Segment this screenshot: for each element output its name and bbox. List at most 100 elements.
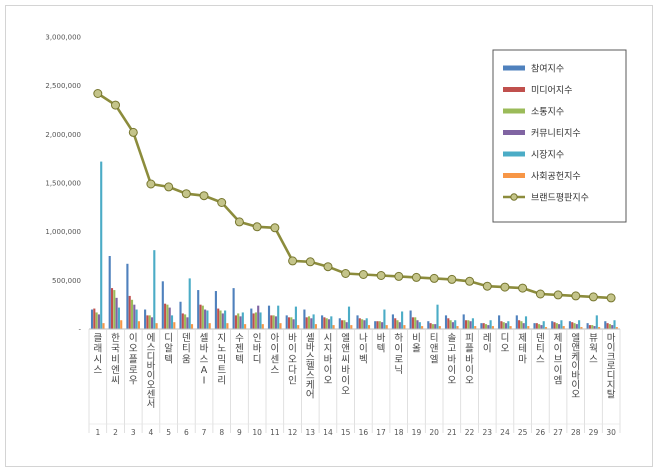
bar	[573, 323, 576, 329]
bar	[100, 161, 103, 329]
legend-box	[492, 49, 627, 223]
line-point	[376, 271, 386, 280]
legend-entry: 커뮤니티지수	[531, 128, 581, 139]
bar	[593, 326, 596, 329]
legend-entry: 미디어지수	[531, 85, 572, 96]
bar	[267, 305, 271, 329]
line-point	[252, 222, 262, 232]
bar	[150, 317, 154, 329]
bar	[385, 325, 388, 329]
bar	[606, 323, 609, 329]
bar	[292, 319, 295, 329]
bar	[133, 304, 136, 329]
bar	[491, 326, 494, 329]
bar	[474, 326, 477, 329]
bar	[199, 304, 202, 329]
bar	[447, 318, 450, 329]
bar	[427, 321, 430, 329]
bar	[580, 327, 583, 329]
bar	[277, 305, 280, 329]
bar	[383, 309, 386, 329]
legend-swatch	[503, 65, 525, 71]
bar	[144, 309, 147, 329]
bar	[434, 324, 437, 329]
bar	[345, 322, 348, 329]
bar	[221, 313, 224, 329]
line-point	[411, 272, 421, 282]
bar	[321, 315, 324, 329]
bar	[498, 315, 501, 329]
bar	[224, 310, 227, 329]
bar	[414, 317, 417, 329]
line-series	[93, 89, 616, 303]
bar	[595, 315, 598, 329]
bar	[520, 321, 523, 329]
bar	[365, 318, 368, 329]
bar	[358, 318, 361, 329]
bar	[381, 322, 384, 329]
bar	[586, 323, 589, 329]
bar	[524, 316, 528, 329]
rank-label: 21	[447, 428, 457, 437]
bar	[615, 327, 618, 329]
bar	[487, 325, 490, 329]
bar	[108, 256, 111, 329]
y-tick-label: 2,000,000	[45, 131, 81, 139]
bar	[398, 322, 401, 329]
bar	[181, 313, 184, 329]
line-point	[394, 271, 404, 281]
bar	[604, 321, 607, 329]
bar	[184, 314, 187, 329]
rank-label: 11	[270, 428, 280, 437]
bar	[462, 314, 465, 329]
bar	[102, 323, 105, 329]
bar	[312, 314, 315, 329]
bar	[347, 306, 351, 329]
bar	[482, 323, 485, 329]
bar	[568, 321, 571, 329]
line-point	[518, 283, 528, 293]
bar	[553, 322, 556, 329]
rank-label: 28	[571, 428, 581, 437]
line-point	[217, 198, 227, 207]
bar	[451, 322, 454, 329]
bar	[208, 323, 211, 329]
bar	[469, 321, 472, 329]
bar	[613, 320, 616, 329]
line-point	[341, 269, 351, 278]
rank-label: 14	[323, 428, 333, 437]
bar	[250, 308, 253, 329]
bar	[234, 315, 237, 329]
line-point	[482, 281, 492, 291]
bar	[120, 320, 123, 329]
bar	[226, 323, 229, 329]
bar	[274, 316, 277, 329]
bar	[611, 325, 614, 329]
rank-label: 26	[536, 428, 546, 437]
line-point	[500, 282, 510, 292]
bar	[591, 325, 594, 329]
rank-label: 16	[359, 428, 369, 437]
bar	[188, 278, 191, 329]
bar	[219, 310, 222, 329]
rank-label: 19	[412, 428, 422, 437]
rank-label: 6	[184, 428, 189, 437]
bar	[93, 308, 96, 329]
bar	[164, 303, 167, 329]
line-point	[199, 191, 209, 201]
bar	[542, 321, 545, 329]
bar	[509, 326, 512, 329]
bar	[307, 316, 311, 329]
bar	[279, 323, 282, 329]
bar	[95, 312, 98, 329]
bar	[507, 321, 510, 329]
bar	[560, 320, 563, 329]
bar	[115, 297, 118, 329]
